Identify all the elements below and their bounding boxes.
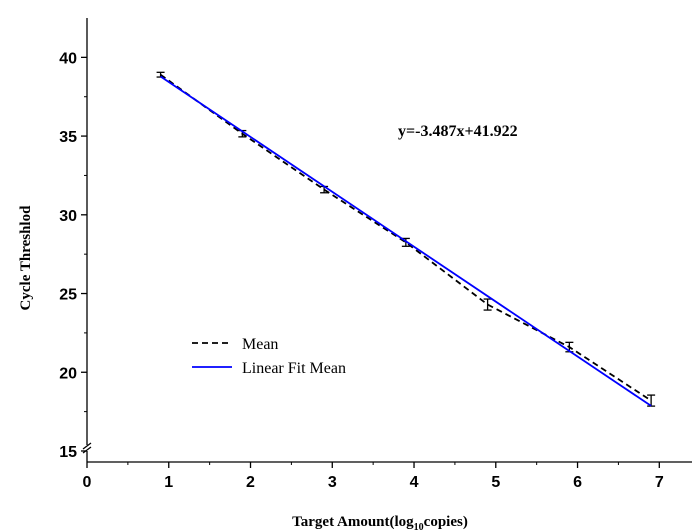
y-tick-label: 30 bbox=[59, 208, 77, 225]
x-tick-label: 4 bbox=[410, 474, 419, 491]
x-axis-title-end: copies) bbox=[424, 514, 468, 530]
x-tick-label: 5 bbox=[491, 474, 500, 491]
series-layer bbox=[156, 71, 656, 407]
legend: Mean Linear Fit Mean bbox=[192, 336, 346, 377]
equation-annotation: y=-3.487x+41.922 bbox=[398, 123, 518, 140]
y-tick-label: 15 bbox=[59, 444, 77, 461]
x-axis-title-sub: 10 bbox=[414, 522, 424, 532]
y-axis-title: Cycle Threshlod bbox=[18, 205, 34, 311]
x-tick-label: 2 bbox=[246, 474, 255, 491]
y-axis-break-mark-2 bbox=[82, 446, 92, 454]
x-axis-title-main: Target Amount(log bbox=[292, 514, 414, 530]
axes: 15 20 25 30 35 40 0 1 2 3 4 5 6 7 bbox=[59, 18, 692, 491]
linear-fit-line bbox=[160, 75, 652, 407]
x-tick-label: 1 bbox=[164, 474, 173, 491]
y-axis-break-mark-1 bbox=[82, 442, 92, 450]
x-tick-label: 7 bbox=[655, 474, 664, 491]
legend-fit-label: Linear Fit Mean bbox=[242, 360, 346, 377]
y-tick-label: 20 bbox=[59, 365, 77, 382]
x-axis-title: Target Amount(log10copies) bbox=[292, 514, 468, 532]
y-tick-label: 40 bbox=[59, 50, 77, 67]
y-tick-label: 25 bbox=[59, 287, 77, 304]
x-tick-label: 6 bbox=[573, 474, 582, 491]
x-tick-label: 0 bbox=[83, 474, 92, 491]
legend-mean-label: Mean bbox=[242, 336, 278, 353]
y-tick-label: 35 bbox=[59, 129, 77, 146]
x-tick-label: 3 bbox=[328, 474, 337, 491]
